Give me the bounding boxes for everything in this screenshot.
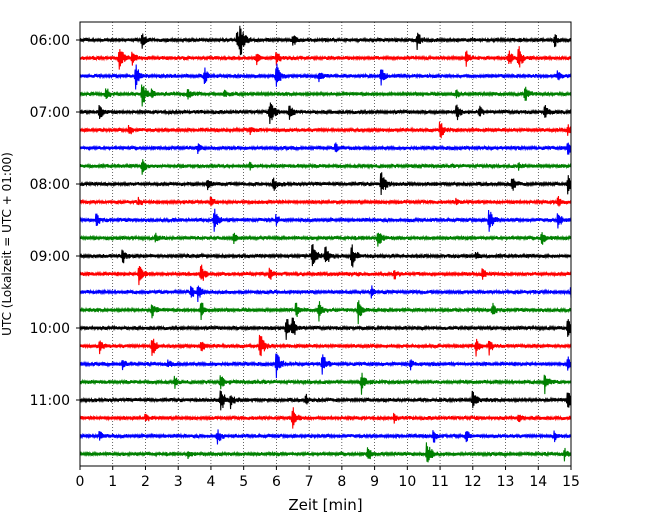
y-tick-label: 11:00 <box>30 393 70 409</box>
x-tick-label: 11 <box>431 474 449 490</box>
x-tick-label: 14 <box>529 474 547 490</box>
trace-line <box>79 390 572 411</box>
x-tick-label: 5 <box>239 474 248 490</box>
x-tick-label: 15 <box>562 474 580 490</box>
x-axis-label: Zeit [min] <box>288 496 362 514</box>
trace-line <box>79 232 572 247</box>
trace-line <box>79 46 572 70</box>
x-tick-label: 13 <box>497 474 515 490</box>
x-tick-label: 12 <box>464 474 482 490</box>
trace-line <box>79 334 572 357</box>
trace-line <box>79 264 572 286</box>
trace-line <box>79 121 572 139</box>
y-tick-label: 07:00 <box>30 105 70 121</box>
x-tick-label: 8 <box>337 474 346 490</box>
trace-line <box>79 172 572 196</box>
y-axis: 06:00 07:00 08:00 09:00 10:00 11:00 <box>30 33 80 409</box>
x-tick-label: 10 <box>398 474 416 490</box>
seismic-traces <box>79 25 572 463</box>
y-tick-label: 10:00 <box>30 321 70 337</box>
trace-line <box>79 429 572 445</box>
trace-line <box>79 102 572 124</box>
trace-line <box>79 25 572 56</box>
x-tick-label: 4 <box>206 474 215 490</box>
x-axis: 0 1 2 3 4 5 6 7 8 9 10 11 12 13 14 15 <box>76 466 580 490</box>
trace-line <box>79 372 572 395</box>
trace-line <box>79 159 572 175</box>
x-tick-label: 2 <box>141 474 150 490</box>
trace-line <box>79 63 572 90</box>
x-tick-label: 3 <box>174 474 183 490</box>
vertical-grid <box>112 22 539 466</box>
trace-line <box>79 84 572 107</box>
y-tick-label: 06:00 <box>30 33 70 49</box>
y-tick-label: 09:00 <box>30 249 70 265</box>
trace-line <box>79 300 572 325</box>
trace-line <box>79 142 572 155</box>
trace-line <box>79 285 572 303</box>
x-tick-label: 0 <box>76 474 85 490</box>
x-tick-label: 9 <box>370 474 379 490</box>
trace-line <box>79 195 572 207</box>
x-tick-label: 6 <box>272 474 281 490</box>
trace-line <box>79 353 572 379</box>
trace-line <box>79 442 572 463</box>
trace-line <box>79 208 572 232</box>
x-tick-label: 1 <box>108 474 117 490</box>
plot-frame <box>79 21 572 467</box>
trace-line <box>79 317 572 340</box>
x-tick-label: 7 <box>305 474 314 490</box>
y-tick-label: 08:00 <box>30 177 70 193</box>
trace-line <box>79 243 572 268</box>
trace-line <box>79 407 572 429</box>
y-axis-label: UTC (Lokalzeit = UTC + 01:00) <box>0 152 14 336</box>
